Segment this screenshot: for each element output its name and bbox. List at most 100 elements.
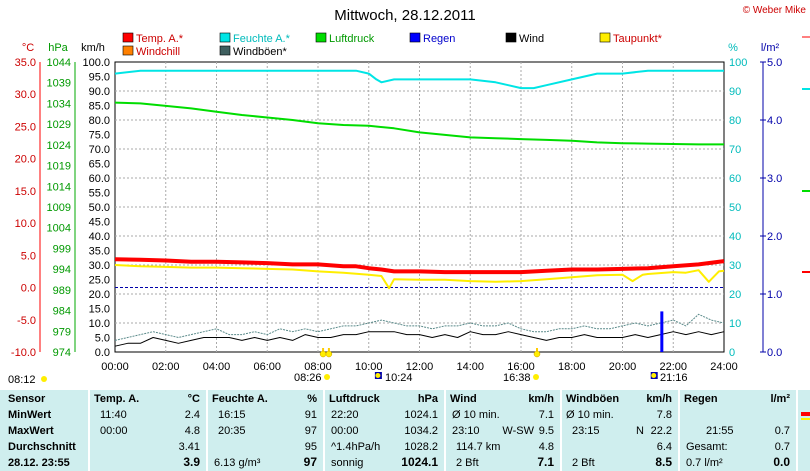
series-line-wind bbox=[114, 331, 725, 347]
tick-label-temp: 25.0 bbox=[15, 121, 36, 133]
sun-icon bbox=[533, 350, 541, 358]
tick-label-kmh: 10.0 bbox=[89, 318, 110, 330]
tick-label-x: 18:00 bbox=[558, 361, 586, 373]
stats-rain-total: 0.7 bbox=[774, 441, 790, 453]
tick-label-rain: 5.0 bbox=[767, 57, 782, 69]
stats-pressure-current: 1024.1 bbox=[401, 455, 438, 469]
legend-label: Regen bbox=[423, 33, 455, 45]
stats-sensor-column: Sensor MinWert MaxWert Durchschnitt 28.1… bbox=[0, 390, 88, 471]
stats-rain-unit: l/m² bbox=[770, 393, 790, 405]
tick-label-x: 00:00 bbox=[101, 361, 129, 373]
stats-wind-current: 7.1 bbox=[537, 455, 554, 469]
tick-label-x: 06:00 bbox=[253, 361, 281, 373]
stats-pressure-unit: hPa bbox=[417, 393, 438, 405]
series-line-taupunkt bbox=[114, 264, 725, 290]
tick-label-x: 08:00 bbox=[304, 361, 332, 373]
stats-gust-unit: km/h bbox=[646, 393, 672, 405]
stats-pressure-column: Luftdruck hPa 22:20 1024.1 00:00 1034.2 … bbox=[325, 390, 444, 471]
tick-label-x: 02:00 bbox=[152, 361, 180, 373]
stats-row-max-label: MaxWert bbox=[8, 425, 54, 437]
axis-unit-pct: % bbox=[728, 42, 738, 54]
tick-label-pct: 50 bbox=[729, 202, 741, 214]
edge-swatch-red bbox=[801, 412, 810, 416]
tick-label-kmh: 95.0 bbox=[89, 72, 110, 84]
stats-gust-beaufort: 2 Bft bbox=[572, 457, 595, 469]
sun-icon bbox=[41, 376, 47, 382]
tick-label-kmh: 75.0 bbox=[89, 130, 110, 142]
tick-label-x: 14:00 bbox=[456, 361, 484, 373]
tick-label-hpa: 1029 bbox=[47, 119, 71, 131]
legend-swatch bbox=[599, 32, 611, 43]
tick-label-hpa: 1014 bbox=[47, 181, 71, 193]
stats-pressure-trend: ^1.4hPa/h bbox=[331, 441, 381, 453]
stats-pressure-header: Luftdruck bbox=[329, 393, 380, 405]
tick-label-hpa: 1004 bbox=[47, 223, 71, 235]
stats-wind-avg10: 7.1 bbox=[538, 409, 554, 421]
stats-pressure-min: 1024.1 bbox=[404, 409, 438, 421]
tick-label-hpa: 1039 bbox=[47, 78, 71, 90]
tick-label-rain: 2.0 bbox=[767, 231, 782, 243]
stats-pressure-avg: 1028.2 bbox=[404, 441, 438, 453]
stats-gust-max: 22.2 bbox=[650, 425, 672, 437]
tick-label-pct: 0 bbox=[729, 347, 735, 359]
tick-label-hpa: 1009 bbox=[47, 202, 71, 214]
tick-label-x: 20:00 bbox=[609, 361, 637, 373]
tick-label-temp: 20.0 bbox=[15, 154, 36, 166]
tick-label-temp: -5.0 bbox=[17, 315, 36, 327]
axis-unit-hpa: hPa bbox=[48, 42, 68, 54]
stats-wind-avg10-label: Ø 10 min. bbox=[452, 409, 500, 421]
axis-unit-temp: °C bbox=[22, 42, 34, 54]
tick-label-kmh: 30.0 bbox=[89, 260, 110, 272]
tick-label-hpa: 974 bbox=[53, 347, 71, 359]
series-line-luftdruck bbox=[114, 101, 724, 146]
legend-swatch bbox=[409, 32, 421, 43]
stats-temp-current: 3.9 bbox=[183, 455, 200, 469]
stats-rain-max: 0.7 bbox=[774, 425, 790, 437]
tick-label-x: 04:00 bbox=[203, 361, 231, 373]
stats-temp-column: Temp. A. °C 11:40 2.4 00:00 4.8 3.41 3.9 bbox=[90, 390, 206, 471]
chart-title: Mittwoch, 28.12.2011 bbox=[334, 7, 475, 24]
tick-label-kmh: 15.0 bbox=[89, 304, 110, 316]
stats-humidity-min: 91 bbox=[304, 409, 317, 421]
legend-swatch bbox=[122, 45, 134, 56]
legend-label: Luftdruck bbox=[329, 33, 375, 45]
tick-label-temp: 35.0 bbox=[15, 57, 36, 69]
tick-label-kmh: 40.0 bbox=[89, 231, 110, 243]
tick-label-kmh: 5.0 bbox=[95, 333, 110, 345]
tick-label-x: 10:00 bbox=[355, 361, 383, 373]
tick-label-hpa: 999 bbox=[53, 243, 71, 255]
tick-label-kmh: 25.0 bbox=[89, 275, 110, 287]
tick-label-temp: 10.0 bbox=[15, 218, 36, 230]
marker-label-sunrise-civil: 08:12 bbox=[8, 374, 36, 386]
stats-wind-avg: 4.8 bbox=[538, 441, 554, 453]
tick-label-pct: 100 bbox=[729, 57, 747, 69]
legend-label: Windchill bbox=[136, 46, 180, 58]
stats-gust-current: 8.5 bbox=[655, 455, 672, 469]
tick-label-pct: 80 bbox=[729, 115, 741, 127]
axis-unit-rain: l/m² bbox=[761, 42, 780, 54]
stats-humidity-min-time: 16:15 bbox=[218, 409, 246, 421]
stats-temp-min-time: 11:40 bbox=[100, 409, 127, 421]
marker-label-sunset: 16:38 bbox=[503, 372, 531, 384]
tick-label-hpa: 979 bbox=[53, 326, 71, 338]
stats-wind-distance: 114.7 km bbox=[456, 441, 501, 453]
tick-label-hpa: 1044 bbox=[47, 57, 71, 69]
stats-humidity-absolute: 6.13 g/m³ bbox=[214, 457, 261, 469]
tick-label-pct: 60 bbox=[729, 173, 741, 185]
tick-label-temp: 5.0 bbox=[21, 250, 36, 262]
sun-icon bbox=[325, 350, 333, 358]
tick-label-pct: 70 bbox=[729, 144, 741, 156]
tick-label-pct: 20 bbox=[729, 289, 741, 301]
legend-swatch bbox=[219, 45, 231, 56]
tick-label-kmh: 55.0 bbox=[89, 188, 110, 200]
tick-label-temp: 30.0 bbox=[15, 89, 36, 101]
legend-swatch bbox=[505, 32, 517, 43]
stats-gust-avg10: 7.8 bbox=[656, 409, 672, 421]
stats-wind-max-direction: W-SW bbox=[502, 425, 534, 437]
stats-rain-today: 0.7 l/m² bbox=[686, 457, 723, 469]
stats-gust-max-direction: N bbox=[636, 425, 644, 437]
stats-humidity-unit: % bbox=[307, 393, 317, 405]
tick-label-x: 12:00 bbox=[406, 361, 434, 373]
tick-label-kmh: 100.0 bbox=[82, 57, 110, 69]
stats-pressure-forecast: sonnig bbox=[331, 457, 364, 469]
